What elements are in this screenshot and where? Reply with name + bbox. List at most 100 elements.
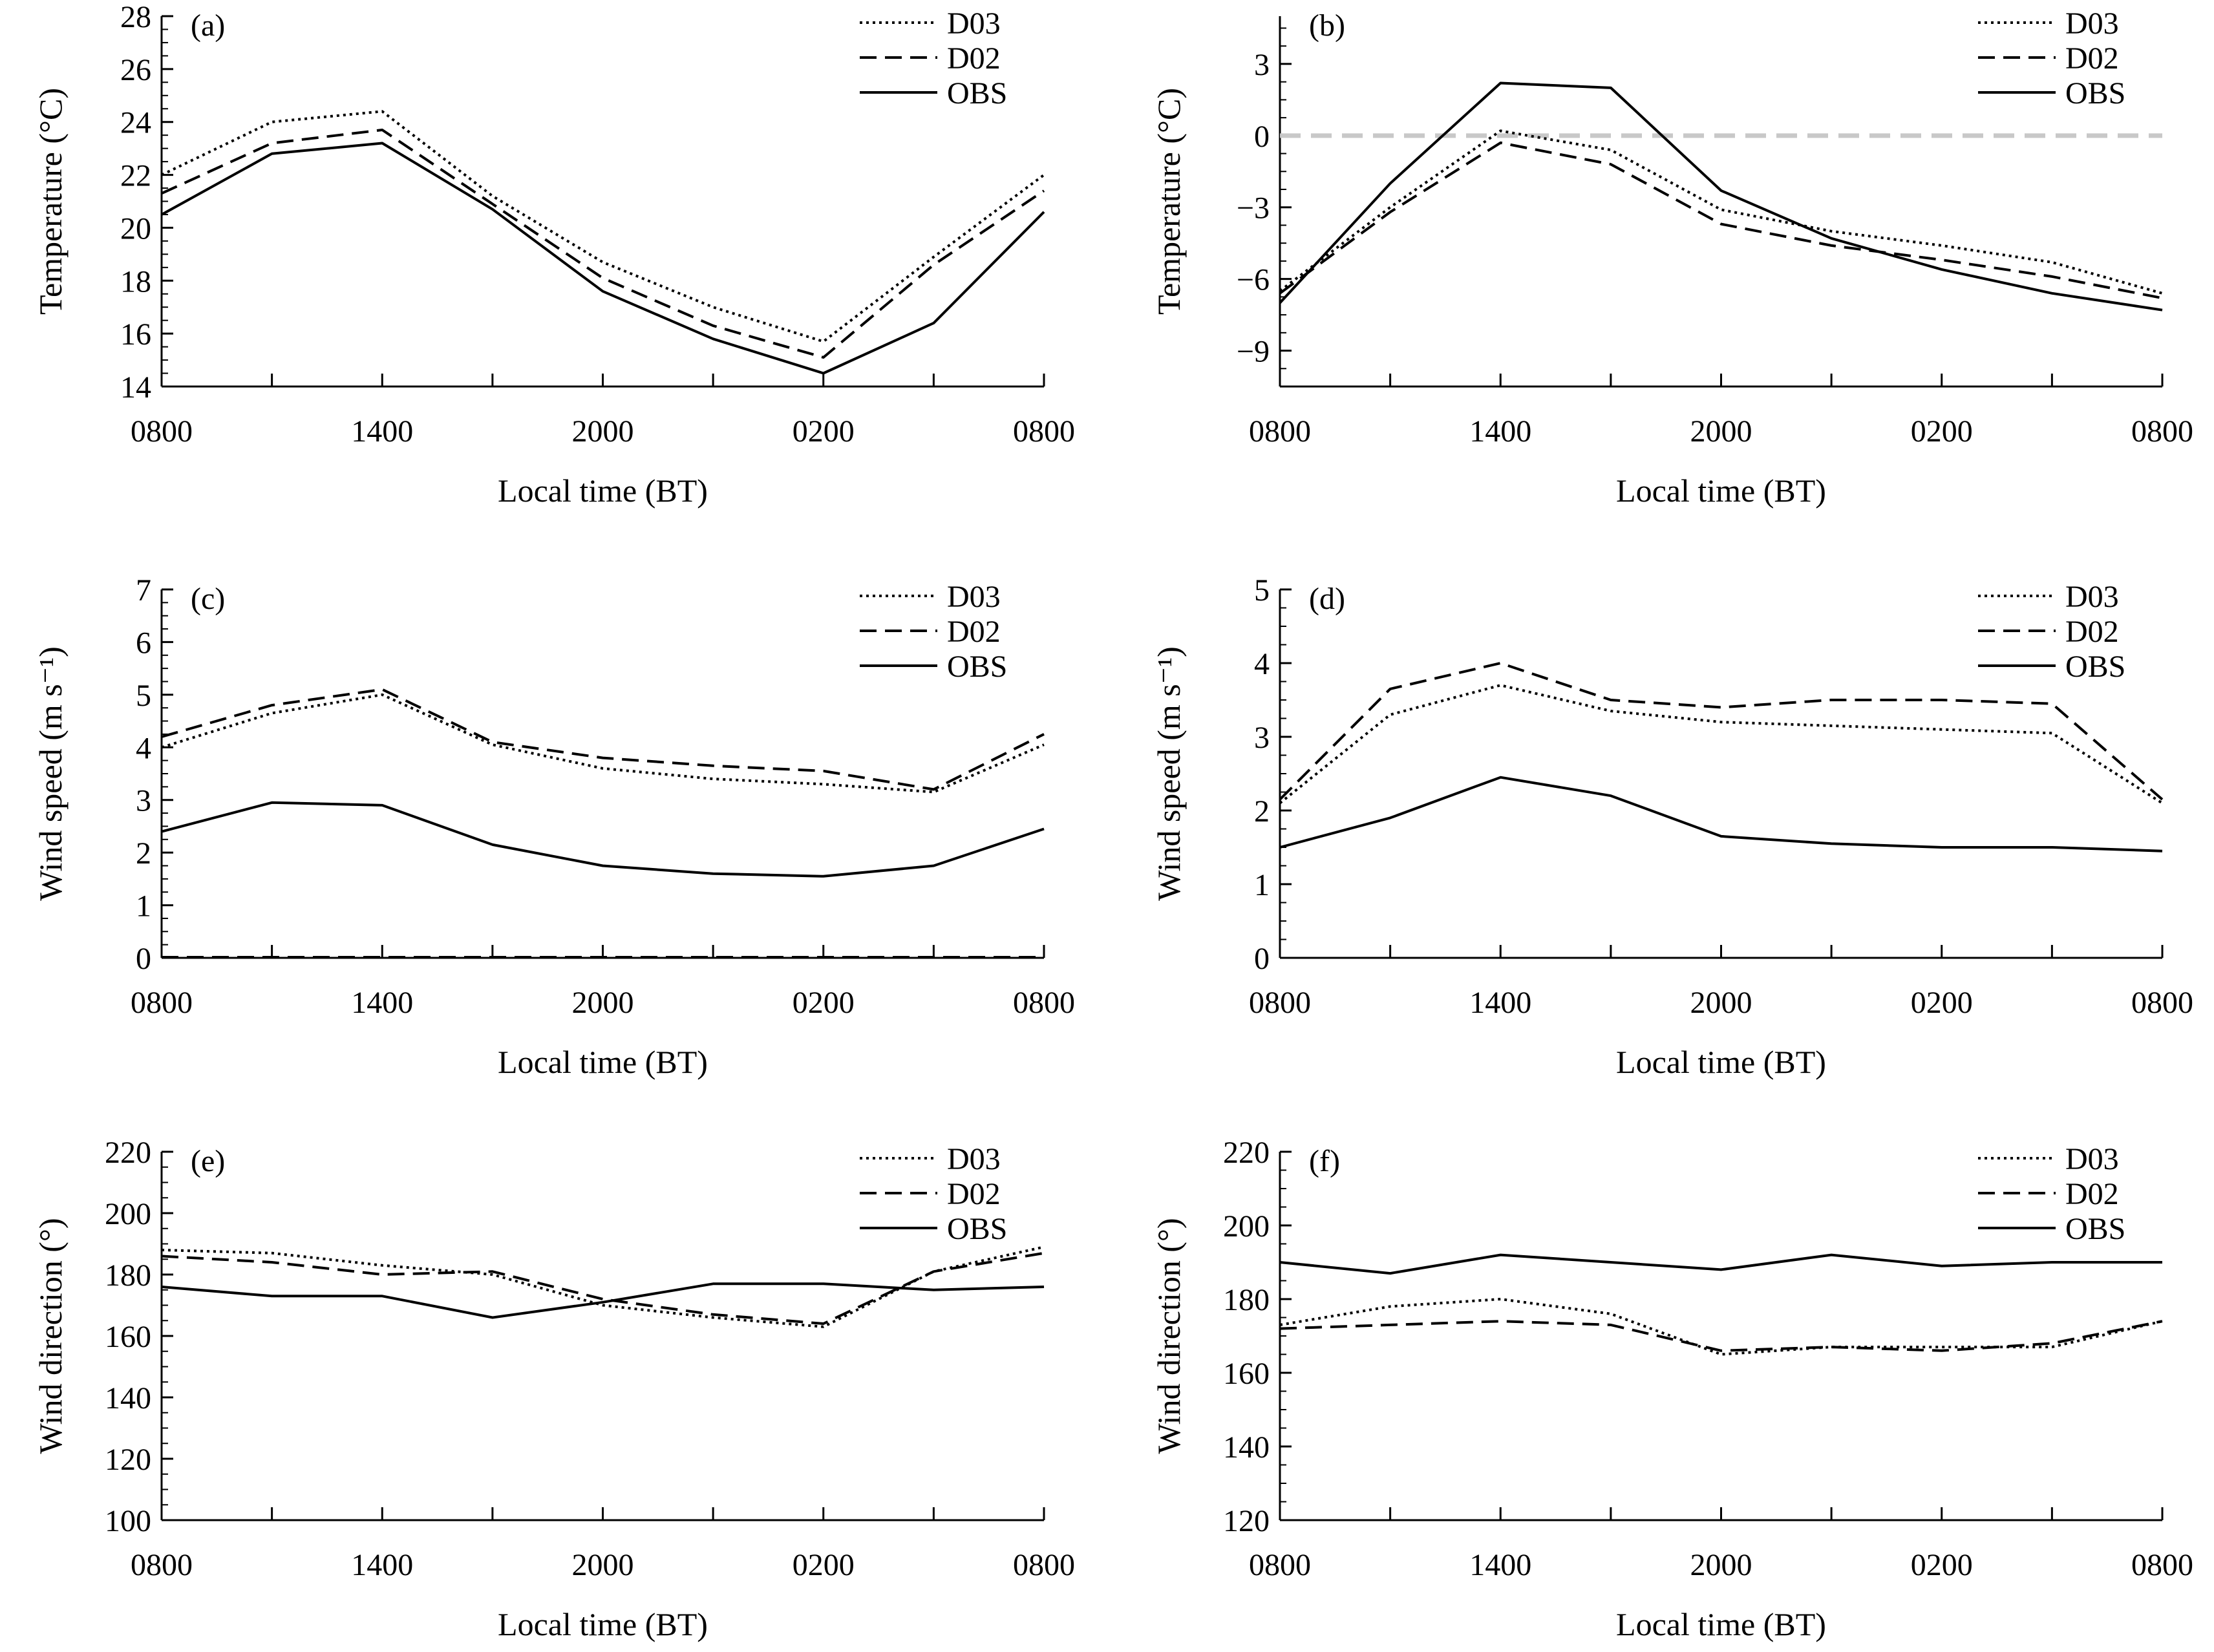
legend-label-d03: D03 bbox=[947, 580, 1001, 614]
x-axis-label: Local time (BT) bbox=[1616, 1606, 1826, 1642]
series-line-d03 bbox=[1279, 1298, 2163, 1356]
x-tick-label: 0800 bbox=[131, 986, 193, 1020]
legend-label-d03: D03 bbox=[2065, 6, 2119, 41]
y-tick-label: −9 bbox=[1237, 335, 1270, 369]
legend-label-obs: OBS bbox=[947, 76, 1007, 111]
y-tick-label: 18 bbox=[120, 264, 151, 299]
y-tick-label: 1 bbox=[1254, 868, 1270, 902]
x-tick-label: 0200 bbox=[793, 986, 855, 1020]
series-line-d02 bbox=[1279, 141, 2163, 300]
x-tick-label: 1400 bbox=[351, 986, 413, 1020]
y-tick-label: 3 bbox=[1254, 48, 1270, 82]
panel-label: (c) bbox=[191, 582, 225, 616]
x-tick-label: 1400 bbox=[1469, 1548, 1531, 1582]
y-tick-label: 6 bbox=[136, 626, 151, 660]
x-tick-label: 0800 bbox=[1249, 1548, 1311, 1582]
y-tick-label: 4 bbox=[136, 731, 151, 765]
series-line-obs bbox=[1279, 81, 2163, 312]
x-axis-label: Local time (BT) bbox=[498, 1606, 708, 1642]
y-tick-label: 160 bbox=[105, 1320, 151, 1354]
series-line-obs bbox=[161, 801, 1045, 878]
series-line-d02 bbox=[1279, 662, 2164, 801]
y-axis-label: Temperature (°C) bbox=[1151, 88, 1187, 315]
x-tick-label: 0800 bbox=[1013, 986, 1075, 1020]
series-line-obs bbox=[161, 142, 1045, 375]
series-line-d02 bbox=[161, 688, 1045, 791]
legend-label-d02: D02 bbox=[2065, 1177, 2119, 1211]
y-tick-label: 140 bbox=[105, 1381, 151, 1415]
y-tick-label: 3 bbox=[1254, 721, 1270, 755]
y-tick-label: 2 bbox=[136, 836, 151, 871]
series-line-d03 bbox=[1279, 129, 2163, 295]
x-tick-label: 1400 bbox=[1469, 986, 1531, 1020]
legend-label-obs: OBS bbox=[947, 1212, 1007, 1246]
x-tick-label: 2000 bbox=[572, 414, 634, 449]
legend-label-d03: D03 bbox=[2065, 580, 2119, 614]
series-line-obs bbox=[1279, 1253, 2162, 1275]
x-axis-label: Local time (BT) bbox=[498, 472, 708, 509]
x-tick-label: 0200 bbox=[793, 1548, 855, 1582]
y-tick-label: 140 bbox=[1223, 1430, 1270, 1465]
x-tick-label: 1400 bbox=[351, 1548, 413, 1582]
y-tick-label: 28 bbox=[120, 0, 151, 34]
legend-label-d02: D02 bbox=[947, 1177, 1001, 1211]
y-tick-label: 4 bbox=[1254, 647, 1270, 681]
x-tick-label: 2000 bbox=[1690, 986, 1752, 1020]
legend-label-obs: OBS bbox=[2065, 1212, 2125, 1246]
legend-label-d02: D02 bbox=[947, 41, 1001, 76]
y-tick-label: 120 bbox=[1223, 1504, 1270, 1538]
y-tick-label: 1 bbox=[136, 889, 151, 924]
x-tick-label: 1400 bbox=[1469, 414, 1531, 449]
legend-label-d02: D02 bbox=[947, 615, 1001, 649]
x-tick-label: 0200 bbox=[1911, 986, 1973, 1020]
y-tick-label: 120 bbox=[105, 1443, 151, 1477]
panel-c: 0 1 2 3 4 5 6 7 0800 1400 2000 0200 0800 Local time (… bbox=[32, 573, 1075, 1080]
y-axis-label: Wind speed (m s⁻¹) bbox=[32, 646, 69, 900]
panel-e: 100 120 140 160 180 200 220 0800 1400 2000 0200 080… bbox=[32, 1136, 1075, 1642]
y-axis-label: Wind direction (°) bbox=[1151, 1218, 1187, 1454]
legend-label-d03: D03 bbox=[947, 1142, 1001, 1176]
x-axis-label: Local time (BT) bbox=[1616, 472, 1826, 509]
x-tick-label: 1400 bbox=[351, 414, 413, 449]
panel-a: 14 16 18 20 22 24 26 28 0800 1400 2000 0200 0800 Loca… bbox=[32, 0, 1075, 509]
x-tick-label: 0800 bbox=[131, 414, 193, 449]
series-line-d03 bbox=[161, 1245, 1045, 1328]
y-tick-label: 22 bbox=[120, 159, 151, 193]
y-tick-label: 100 bbox=[105, 1504, 151, 1538]
x-tick-label: 0800 bbox=[131, 1548, 193, 1582]
panel-label: (a) bbox=[191, 8, 225, 43]
y-tick-label: 200 bbox=[105, 1197, 151, 1231]
y-tick-label: 220 bbox=[105, 1136, 151, 1170]
legend-label-d02: D02 bbox=[2065, 41, 2119, 76]
y-tick-label: 5 bbox=[136, 679, 151, 713]
x-tick-label: 0800 bbox=[1249, 986, 1311, 1020]
legend-label-obs: OBS bbox=[2065, 650, 2125, 684]
y-tick-label: −6 bbox=[1237, 263, 1270, 297]
x-tick-label: 0800 bbox=[2131, 986, 2193, 1020]
legend-label-obs: OBS bbox=[947, 650, 1007, 684]
y-tick-label: 220 bbox=[1223, 1136, 1270, 1170]
y-tick-label: 180 bbox=[1223, 1283, 1270, 1317]
y-tick-label: −3 bbox=[1237, 191, 1270, 226]
series-line-d03 bbox=[161, 110, 1045, 343]
y-tick-label: 7 bbox=[136, 573, 151, 608]
x-tick-label: 2000 bbox=[1690, 414, 1752, 449]
y-tick-label: 0 bbox=[136, 942, 151, 976]
panel-d: 0 1 2 3 4 5 0800 1400 2000 0200 0800 Local time (BT… bbox=[1151, 573, 2193, 1080]
panel-b: −9 −6 −3 0 3 0800 1400 2000 0200 0800 Local time (… bbox=[1151, 6, 2193, 509]
panel-label: (f) bbox=[1309, 1144, 1340, 1178]
x-tick-label: 2000 bbox=[572, 986, 634, 1020]
y-tick-label: 160 bbox=[1223, 1357, 1270, 1391]
series-line-obs bbox=[161, 1282, 1045, 1319]
y-tick-label: 200 bbox=[1223, 1209, 1270, 1244]
y-axis-label: Wind direction (°) bbox=[32, 1218, 69, 1454]
x-tick-label: 2000 bbox=[572, 1548, 634, 1582]
x-tick-label: 0200 bbox=[1911, 1548, 1973, 1582]
